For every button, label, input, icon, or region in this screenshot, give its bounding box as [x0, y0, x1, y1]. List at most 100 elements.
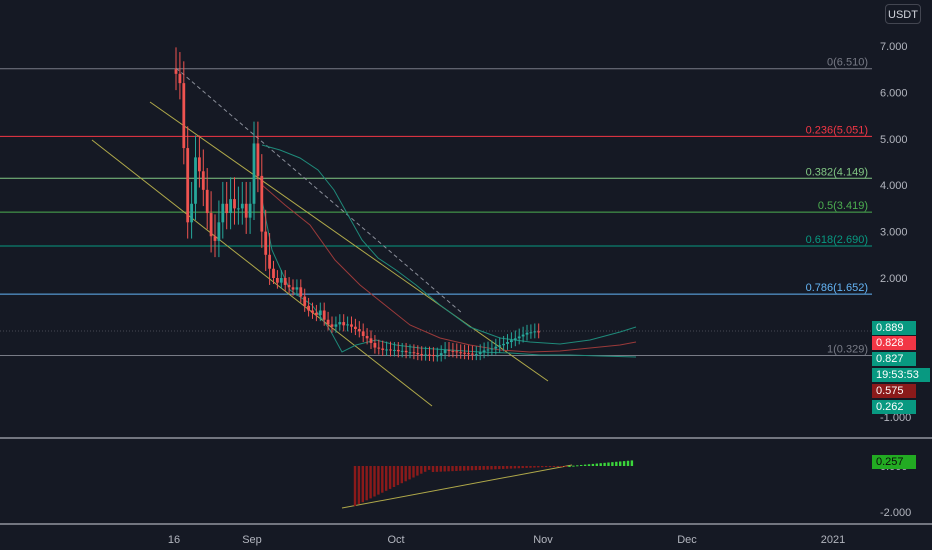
candle-body — [467, 353, 470, 355]
candle-body — [283, 278, 287, 285]
histogram-bar — [455, 466, 458, 471]
price-tag: 0.828 — [872, 336, 916, 350]
candle-body — [346, 324, 349, 326]
histogram-bar — [607, 462, 610, 466]
fib-level-label: 0.618(2.690) — [806, 234, 868, 246]
candle-body — [205, 189, 209, 214]
y-tick-label: -2.000 — [880, 507, 911, 519]
candle-body — [354, 326, 357, 330]
histogram-bar — [513, 466, 517, 469]
chart-grid — [0, 330, 932, 525]
candle-body — [529, 332, 533, 334]
candle-body — [318, 310, 322, 316]
candle-body — [338, 322, 342, 325]
histogram-bar — [408, 466, 411, 480]
price-tag: 0.262 — [872, 400, 916, 414]
histogram-bar — [622, 461, 626, 466]
candle-body — [357, 329, 361, 332]
histogram-bar — [541, 466, 544, 468]
candle-body — [369, 338, 373, 343]
candle-body — [404, 350, 408, 353]
candlestick-series — [174, 47, 541, 362]
histogram-bar — [521, 466, 524, 469]
y-tick-label: -1.000 — [880, 412, 911, 424]
fibonacci-retracement: 0(6.510) 0.236(5.051) 0.382(4.149) 0.5(3.41… — [0, 57, 872, 357]
candle-body — [295, 287, 299, 290]
histogram-bar — [381, 466, 384, 493]
candle-body — [474, 354, 478, 356]
histogram-bar — [388, 466, 392, 489]
histogram-bar — [373, 466, 376, 497]
candle-body — [233, 199, 236, 209]
candle-body — [225, 203, 229, 214]
currency-button[interactable]: USDT — [885, 4, 921, 24]
histogram-bar — [615, 461, 618, 466]
candle-body — [502, 343, 505, 346]
fib-level-label: 0.5(3.419) — [818, 200, 868, 212]
candle-body — [482, 350, 486, 353]
y-tick-label: 4.000 — [880, 180, 908, 192]
histogram-bar — [583, 464, 587, 466]
histogram-bar — [474, 466, 478, 471]
histogram-bar — [529, 466, 532, 468]
candle-body — [443, 349, 447, 354]
histogram-bar — [572, 465, 575, 467]
candle-body — [490, 348, 494, 350]
fib-level-label: 0.236(5.051) — [806, 124, 868, 136]
candle-body — [377, 347, 381, 349]
histogram-bar — [533, 466, 536, 468]
histogram-bar — [611, 462, 614, 466]
histogram-bar — [466, 466, 470, 471]
histogram-bar — [451, 466, 454, 472]
candle-body — [237, 208, 240, 210]
candle-body — [201, 171, 205, 190]
histogram-bar — [443, 466, 446, 472]
candle-body — [252, 143, 256, 204]
candle-body — [517, 336, 521, 339]
histogram-bar — [478, 466, 481, 470]
candle-body — [268, 254, 271, 269]
trendlines — [91, 67, 573, 509]
histogram-bar — [424, 466, 427, 472]
histogram-bar — [509, 466, 513, 469]
histogram-bar — [537, 466, 540, 468]
candle-body — [178, 73, 182, 84]
histogram-bar — [353, 466, 357, 506]
candle-body — [299, 287, 303, 297]
candle-body — [194, 157, 197, 204]
fib-level-label: 0.382(4.149) — [806, 166, 868, 178]
candle-body — [303, 296, 307, 306]
histogram-bar — [357, 466, 361, 505]
candle-body — [334, 324, 338, 327]
x-tick-label: 16 — [168, 534, 180, 546]
histogram-bar — [580, 464, 583, 466]
candle-body — [451, 350, 455, 352]
histogram-bar — [431, 466, 435, 472]
histogram-bar — [525, 466, 528, 468]
histogram-bar — [552, 466, 556, 467]
candle-body — [393, 349, 396, 351]
candle-body — [494, 346, 498, 349]
candle-body — [486, 349, 490, 351]
x-tick-label: Dec — [677, 534, 697, 546]
candle-body — [498, 345, 502, 347]
fib-level-label: 0.786(1.652) — [806, 282, 868, 294]
candle-body — [276, 278, 279, 283]
trendline — [341, 464, 573, 509]
candle-body — [537, 331, 541, 333]
candle-body — [350, 324, 353, 327]
candle-body — [525, 332, 529, 335]
histogram-bar — [463, 466, 466, 471]
histogram-bar — [392, 466, 396, 487]
candle-body — [420, 354, 424, 356]
histogram-bar — [630, 460, 634, 466]
histogram-bar — [396, 466, 400, 486]
candle-body — [182, 83, 186, 149]
histogram-bar — [560, 466, 563, 467]
histogram-bar — [603, 462, 606, 466]
x-tick-label: 2021 — [821, 534, 845, 546]
y-tick-label: 3.000 — [880, 227, 908, 239]
candle-body — [513, 338, 517, 341]
histogram-bar — [505, 466, 509, 469]
